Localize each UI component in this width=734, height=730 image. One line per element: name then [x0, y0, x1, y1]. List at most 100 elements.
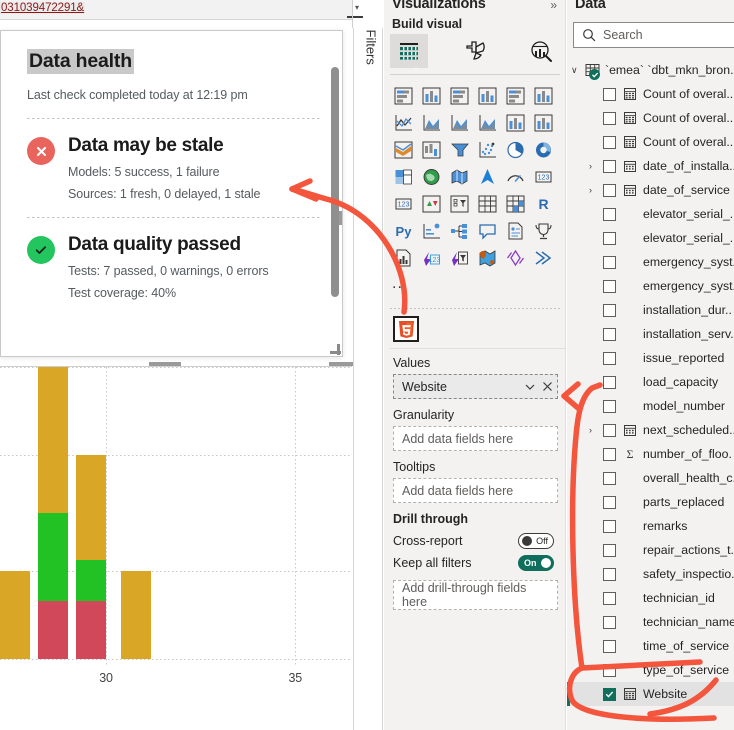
slicer-icon[interactable] [445, 190, 473, 217]
qna-icon[interactable] [473, 217, 501, 244]
scatter-chart-icon[interactable] [477, 140, 498, 160]
narrative-icon[interactable] [505, 221, 526, 241]
stacked-area-chart-icon[interactable] [445, 109, 473, 136]
donut-chart-icon[interactable] [533, 140, 554, 160]
stacked-column-chart-icon[interactable] [421, 86, 442, 106]
kpi-icon[interactable] [417, 190, 445, 217]
field-checkbox[interactable] [603, 471, 616, 485]
chevron-right-icon[interactable]: › [589, 425, 592, 435]
field-row[interactable]: issue_reported [567, 346, 734, 370]
field-checkbox[interactable] [603, 447, 616, 461]
map-icon[interactable] [421, 167, 442, 187]
python-visual-icon[interactable]: Py [393, 221, 414, 241]
format-tab[interactable] [456, 34, 494, 68]
slicer-icon[interactable] [449, 194, 470, 214]
scrollbar-thumb-secondary[interactable] [329, 362, 353, 366]
stacked-bar-chart-icon[interactable] [389, 82, 417, 109]
field-checkbox[interactable] [603, 111, 616, 125]
field-checkbox[interactable] [603, 87, 616, 101]
chevron-down-icon[interactable] [524, 381, 536, 393]
card-icon[interactable]: 123 [533, 167, 554, 187]
canvas-horizontal-scrollbar[interactable] [0, 361, 353, 367]
azure-map-icon[interactable] [477, 167, 498, 187]
100-stacked-column-chart-icon[interactable] [529, 82, 557, 109]
field-checkbox[interactable] [603, 591, 616, 605]
html5-custom-visual-button[interactable] [393, 316, 419, 342]
bar[interactable] [37, 367, 68, 659]
clustered-bar-chart-icon[interactable] [449, 86, 470, 106]
gauge-icon[interactable] [501, 163, 529, 190]
qna-icon[interactable] [477, 221, 498, 241]
analytics-tab[interactable] [522, 34, 560, 68]
field-row[interactable]: safety_inspectio. [567, 562, 734, 586]
100-stacked-bar-chart-icon[interactable] [501, 82, 529, 109]
values-well[interactable]: Website [393, 374, 558, 399]
keep-all-filters-toggle[interactable]: On [518, 555, 554, 571]
close-icon[interactable] [542, 381, 553, 392]
field-checkbox[interactable] [603, 135, 616, 149]
chevron-down-icon[interactable]: ∨ [571, 64, 578, 75]
cross-report-toggle[interactable]: Off [518, 533, 554, 549]
table-icon[interactable] [473, 190, 501, 217]
clustered-bar-chart-icon[interactable] [445, 82, 473, 109]
table-icon[interactable] [477, 194, 498, 214]
pie-chart-icon[interactable] [505, 140, 526, 160]
field-row[interactable]: › next_scheduled.. [567, 418, 734, 442]
waterfall-chart-icon[interactable] [421, 140, 442, 160]
field-checkbox[interactable] [603, 303, 616, 317]
visio-icon[interactable] [501, 244, 529, 271]
stacked-bar-chart[interactable]: 30 35 [0, 362, 353, 730]
paginated-report-icon[interactable] [393, 248, 414, 268]
stacked-column-chart-icon[interactable] [417, 82, 445, 109]
multi-row-card-icon[interactable]: 123 [389, 190, 417, 217]
key-influencers-icon[interactable] [421, 221, 442, 241]
field-row[interactable]: type_of_service [567, 658, 734, 682]
funnel-chart-icon[interactable] [445, 136, 473, 163]
field-checkbox[interactable] [603, 351, 616, 365]
ribbon-chart-icon[interactable] [389, 136, 417, 163]
field-row[interactable]: Count of overal.. [567, 106, 734, 130]
multi-row-card-icon[interactable]: 123 [393, 194, 414, 214]
line-chart-icon[interactable] [393, 113, 414, 133]
power-automate-icon[interactable] [449, 248, 470, 268]
arcgis-map-icon[interactable] [477, 248, 498, 268]
field-checkbox[interactable] [603, 327, 616, 341]
narrative-icon[interactable] [501, 217, 529, 244]
python-visual-icon[interactable]: Py [389, 217, 417, 244]
stacked-area-chart-icon[interactable] [449, 113, 470, 133]
field-row[interactable]: parts_replaced [567, 490, 734, 514]
field-checkbox[interactable] [603, 207, 616, 221]
field-row[interactable]: elevator_serial_.. [567, 202, 734, 226]
area-chart-icon[interactable] [417, 109, 445, 136]
r-script-icon[interactable]: R [533, 194, 554, 214]
donut-chart-icon[interactable] [529, 136, 557, 163]
filters-label[interactable]: Filters [363, 29, 379, 65]
field-row[interactable]: load_capacity [567, 370, 734, 394]
browser-url-bar[interactable]: 031039472291& [0, 0, 352, 20]
bar[interactable] [0, 571, 31, 659]
area-chart-icon[interactable] [421, 113, 442, 133]
chevron-right-icon[interactable]: › [589, 161, 592, 171]
azure-map-icon[interactable] [473, 163, 501, 190]
power-apps-icon[interactable]: 123 [421, 248, 442, 268]
field-row[interactable]: repair_actions_t. [567, 538, 734, 562]
field-checkbox[interactable] [603, 279, 616, 293]
field-row[interactable]: technician_name [567, 610, 734, 634]
clustered-column-chart-icon[interactable] [473, 82, 501, 109]
field-row[interactable]: remarks [567, 514, 734, 538]
line-stacked-column-icon[interactable] [533, 113, 554, 133]
field-checkbox[interactable] [603, 423, 616, 437]
matrix-icon[interactable] [501, 190, 529, 217]
field-checkbox[interactable] [603, 567, 616, 581]
paginated-report-icon[interactable] [389, 244, 417, 271]
ribbon-chart-icon[interactable] [393, 140, 414, 160]
treemap-icon[interactable] [389, 163, 417, 190]
scrollbar-thumb[interactable] [149, 362, 181, 366]
gauge-icon[interactable] [505, 167, 526, 187]
filled-map-icon[interactable] [449, 167, 470, 187]
search-input[interactable]: Search [573, 22, 734, 48]
clustered-column-chart-icon[interactable] [477, 86, 498, 106]
power-automate-icon[interactable] [445, 244, 473, 271]
field-row[interactable]: installation_dur.. [567, 298, 734, 322]
field-checkbox[interactable] [603, 399, 616, 413]
